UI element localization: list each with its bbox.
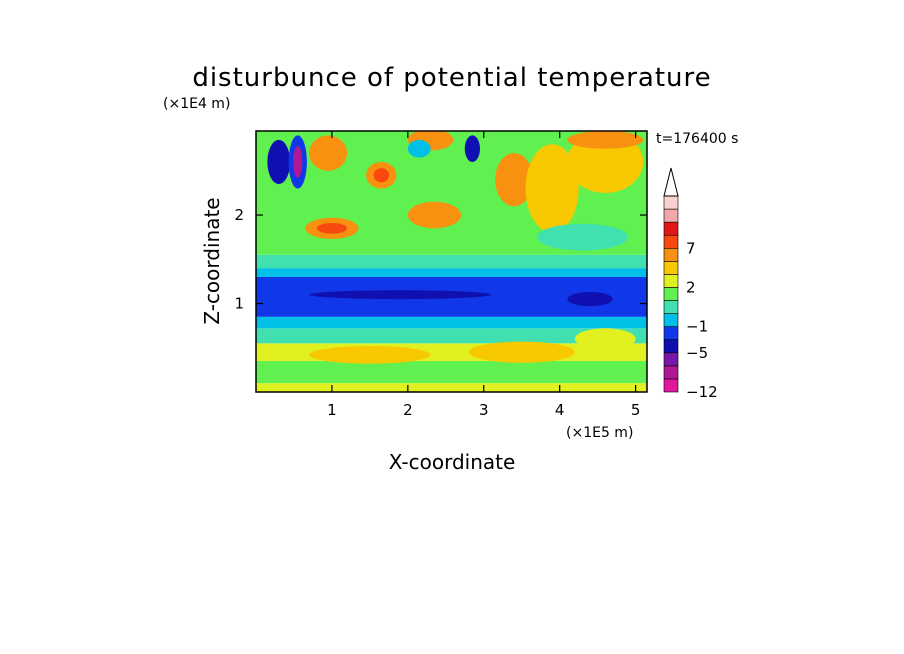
field-cell-8 (407, 201, 461, 229)
colorbar-swatch (663, 221, 679, 236)
contour-field (256, 131, 647, 392)
colorbar-swatch (663, 339, 679, 354)
field-cell-18 (567, 292, 613, 307)
field-cell-0 (267, 139, 291, 185)
colorbar-swatch (663, 300, 679, 314)
colorbar-swatch (663, 261, 679, 275)
colorbar-swatch (663, 234, 679, 249)
field-band-0 (256, 383, 647, 392)
field-cell-13 (525, 144, 579, 233)
y-tick-label: 1 (234, 295, 244, 313)
y-axis-label: Z-coordinate (200, 197, 224, 324)
field-cell-15 (567, 131, 644, 149)
colorbar-swatch (663, 247, 679, 262)
field-band-1 (256, 361, 647, 384)
colorbar-swatch (663, 274, 679, 288)
colorbar-arrow (663, 167, 679, 197)
field-cell-21 (574, 328, 636, 350)
colorbar-label: −5 (686, 344, 708, 362)
field-band-6 (256, 268, 647, 277)
colorbar-swatch (663, 352, 679, 367)
field-cell-3 (309, 135, 348, 171)
colorbar-swatch (663, 287, 679, 301)
y-unit-label: (×1E4 m) (163, 96, 230, 112)
field-cell-5 (316, 223, 348, 234)
field-cell-7 (373, 168, 389, 183)
field-cell-11 (407, 139, 431, 158)
field-cell-10 (464, 135, 480, 162)
colorbar-swatch (663, 378, 679, 393)
field-cell-12 (495, 153, 534, 207)
plot-frame (255, 130, 648, 393)
y-axis-ticks: 12 (234, 206, 647, 313)
x-tick-label: 5 (631, 401, 641, 419)
field-band-4 (256, 316, 647, 329)
colorbar-label: −12 (686, 383, 718, 401)
x-axis-label: X-coordinate (389, 450, 516, 474)
colorbar-swatch (663, 326, 679, 341)
colorbar-label: −1 (686, 318, 708, 336)
colorbar-label: 2 (686, 278, 696, 296)
x-tick-label: 3 (479, 401, 489, 419)
field-cell-19 (309, 345, 431, 364)
y-tick-label: 2 (234, 206, 244, 224)
colorbar-swatch (663, 313, 679, 327)
x-tick-label: 4 (555, 401, 565, 419)
field-band-3 (256, 328, 647, 344)
colorbar-label: 7 (686, 239, 696, 257)
x-tick-label: 1 (327, 401, 337, 419)
colorbar: −12−5−127 (663, 167, 718, 401)
colorbar-swatch (663, 365, 679, 380)
x-axis-ticks: 1 2 3 4 5 (327, 131, 640, 419)
x-unit-label: (×1E5 m) (566, 425, 633, 441)
field-band-7 (256, 254, 647, 269)
chart-title: disturbunce of potential temperature (192, 63, 711, 93)
colorbar-swatch (663, 208, 679, 223)
time-label: t=176400 s (656, 131, 738, 147)
field-cell-2 (293, 146, 303, 178)
field-cell-16 (536, 223, 629, 251)
x-tick-label: 2 (403, 401, 413, 419)
colorbar-swatch (663, 195, 679, 210)
field-cell-17 (309, 290, 492, 300)
field-cell-20 (468, 341, 575, 363)
